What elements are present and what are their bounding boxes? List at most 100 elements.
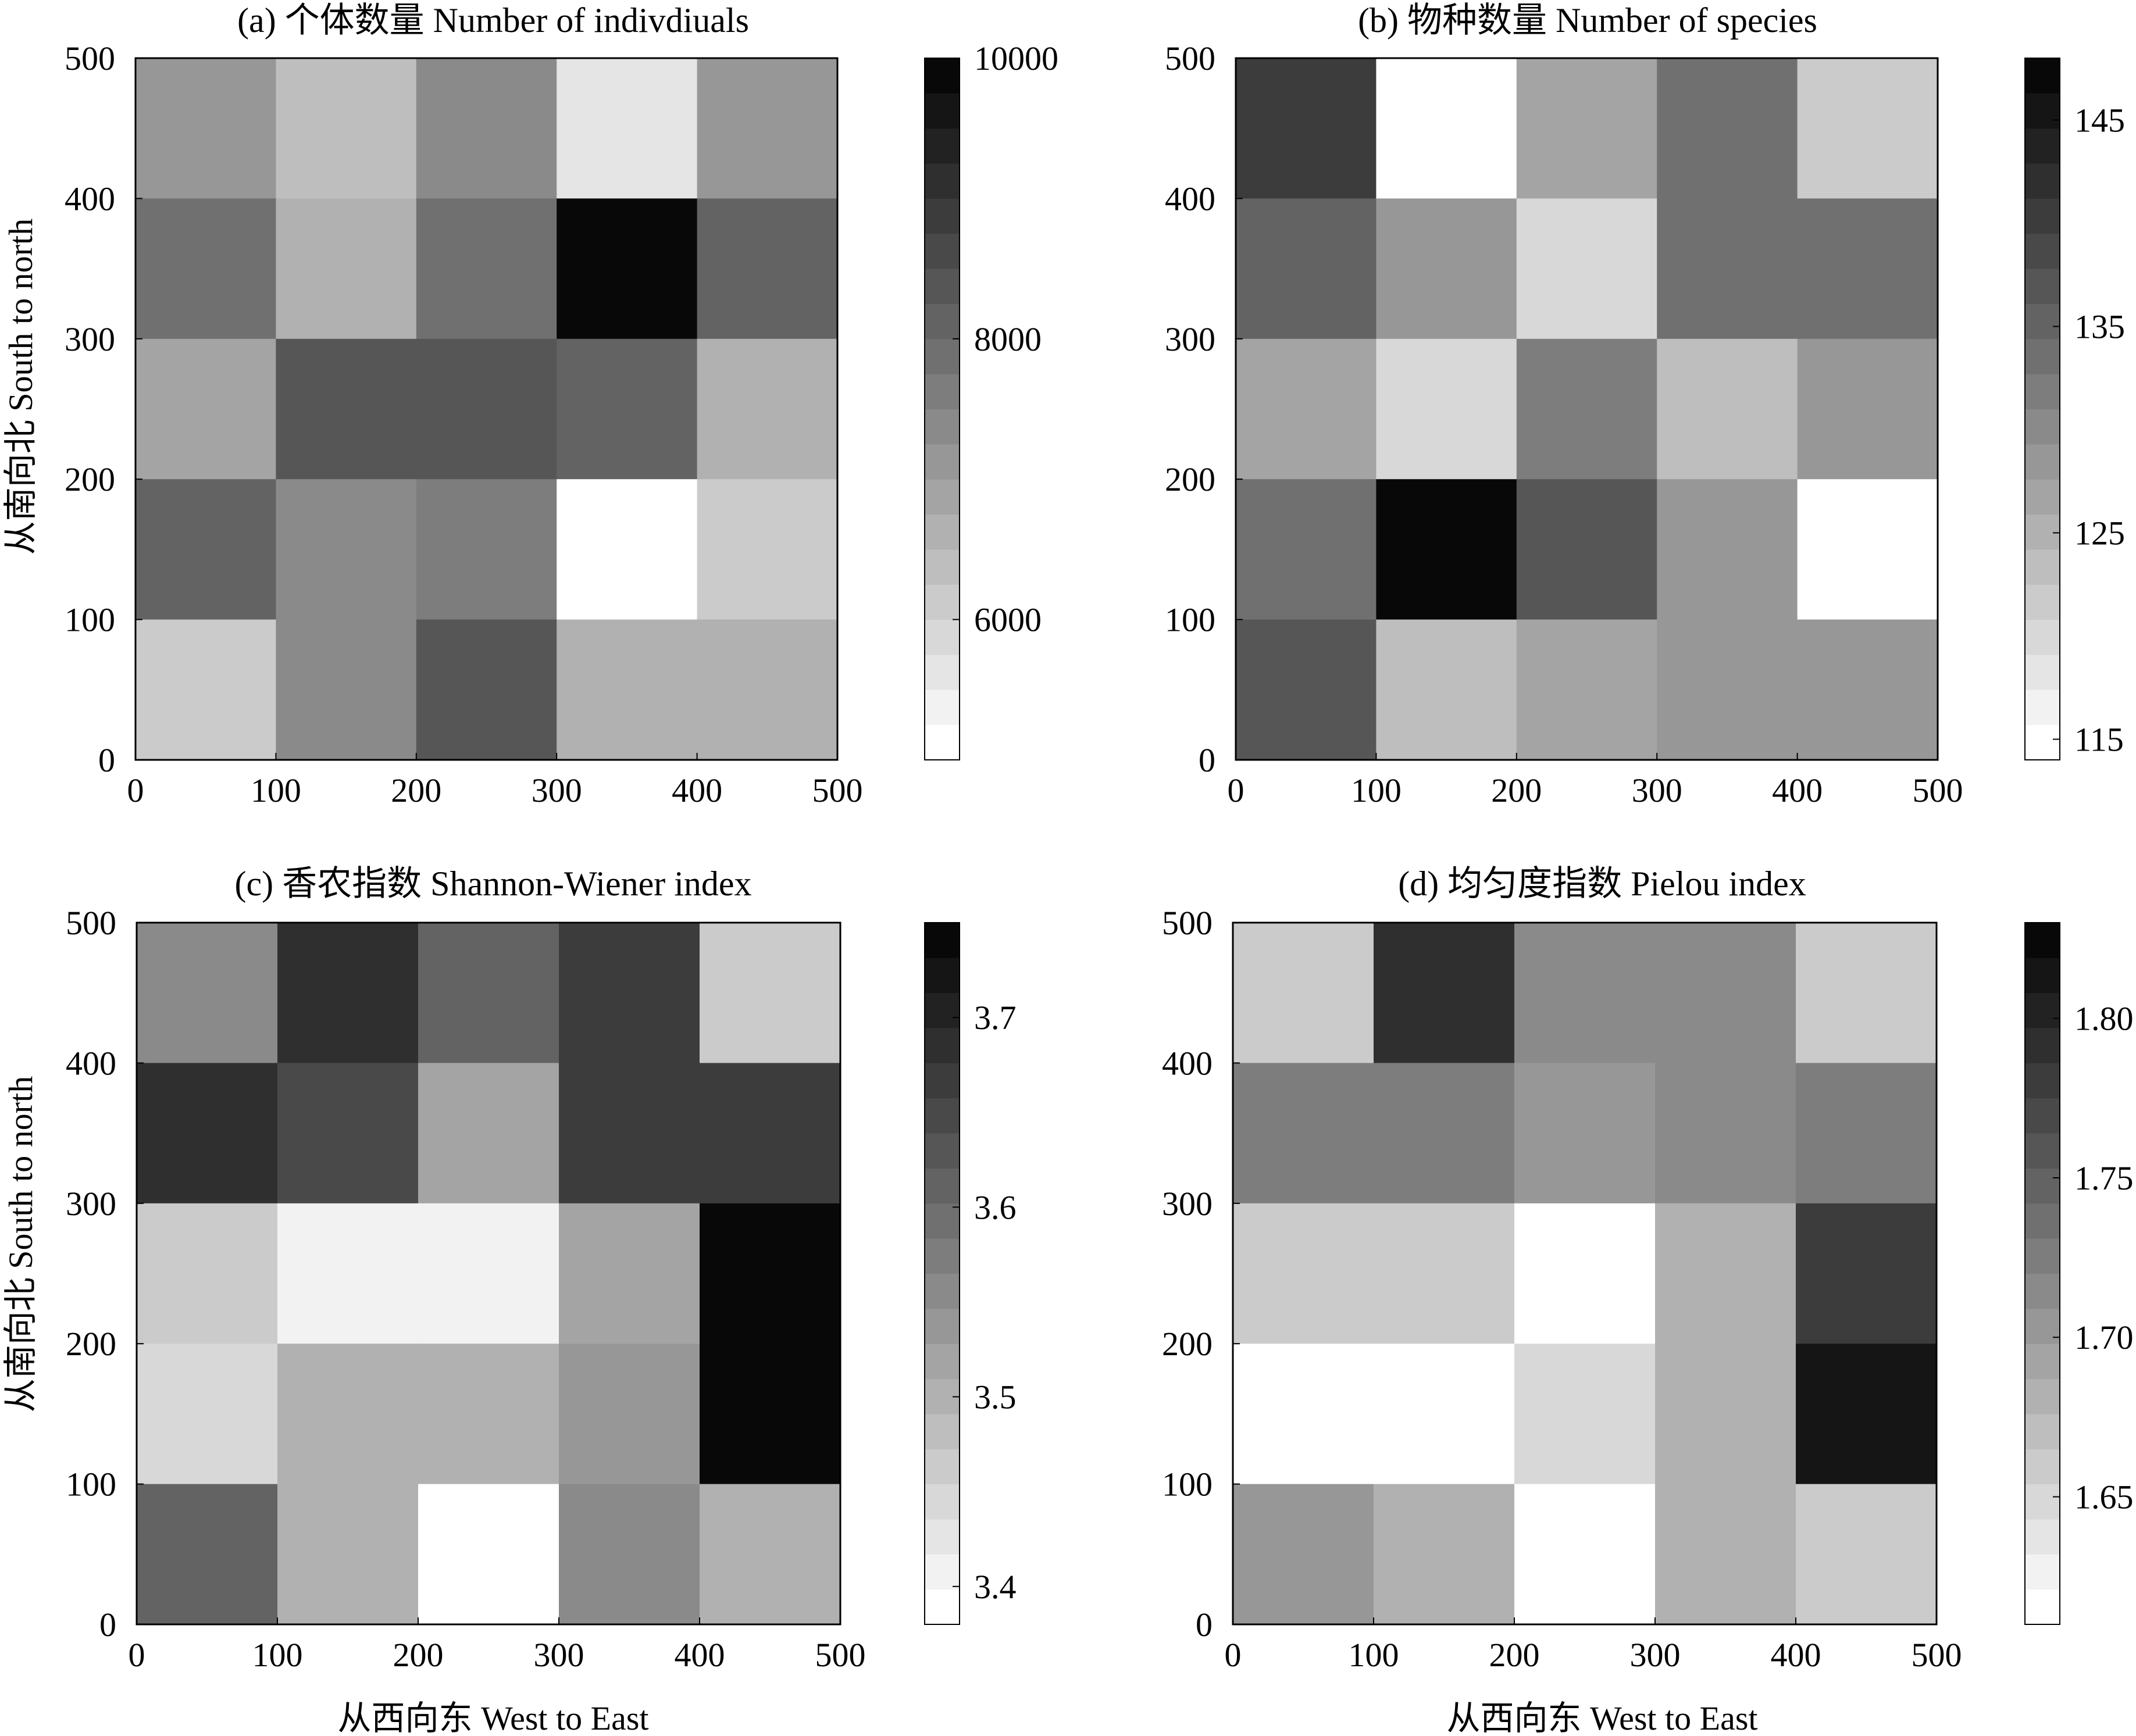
heatmap-cell <box>1374 1484 1515 1625</box>
heatmap-cell <box>559 1484 700 1625</box>
heatmap-cell <box>276 338 417 480</box>
y-tick-label: 400 <box>65 180 115 217</box>
heatmap-cell <box>1655 1203 1796 1344</box>
heatmap-cell <box>1236 58 1377 199</box>
heatmap-cell <box>697 58 838 199</box>
heatmap-cell <box>1516 619 1657 760</box>
x-tick-label: 0 <box>129 1636 145 1674</box>
heatmap-cell <box>1655 1063 1796 1204</box>
x-tick-label: 400 <box>1771 1636 1821 1674</box>
y-tick-label: 100 <box>1162 1466 1213 1503</box>
heatmap-cell <box>416 619 557 760</box>
x-tick-label: 300 <box>534 1636 584 1674</box>
colorbar-segment <box>925 409 960 445</box>
colorbar-segment <box>925 1308 960 1344</box>
heatmap-cell <box>557 338 698 480</box>
heatmap-cell <box>277 1484 419 1625</box>
heatmap-cell <box>416 198 557 340</box>
colorbar-tick-label: 3.6 <box>974 1188 1017 1226</box>
x-tick-label: 400 <box>675 1636 725 1674</box>
y-tick-label: 400 <box>1165 180 1215 217</box>
heatmap-cell <box>137 1203 278 1344</box>
heatmap-cell <box>1374 923 1515 1063</box>
colorbar-segment <box>925 1133 960 1169</box>
heatmap-cell <box>1516 338 1657 480</box>
heatmap-cell <box>1374 1203 1515 1344</box>
colorbar-segment <box>925 1203 960 1239</box>
heatmap-cell <box>697 338 838 480</box>
heatmap-cell <box>416 479 557 620</box>
x-tick-label: 300 <box>1630 1636 1681 1674</box>
y-tick-label: 200 <box>66 1325 116 1363</box>
colorbar-segment <box>925 1168 960 1204</box>
colorbar-segment <box>2025 1273 2060 1309</box>
y-tick-label: 100 <box>66 1466 116 1503</box>
heatmap-cell <box>1796 1344 1937 1485</box>
colorbar-segment <box>925 374 960 409</box>
y-axis-label-top: 从南向北 South to north <box>2 219 40 555</box>
y-tick-label: 200 <box>65 460 115 498</box>
colorbar-segment <box>2025 338 2060 374</box>
heatmap-cell <box>1797 198 1938 340</box>
heatmap-cell <box>418 1484 559 1625</box>
colorbar-tick-label: 3.4 <box>974 1568 1017 1606</box>
x-tick-label: 500 <box>1913 771 1963 809</box>
heatmap-cell <box>559 1203 700 1344</box>
heatmap-cell <box>557 198 698 340</box>
heatmap-cell <box>276 58 417 199</box>
colorbar-segment <box>2025 1589 2060 1625</box>
heatmap-cell <box>1516 198 1657 340</box>
panel-title: (a) 个体数量 Number of indivdiuals <box>237 1 749 40</box>
colorbar-segment <box>2025 233 2060 269</box>
heatmap-cell <box>418 923 559 1063</box>
colorbar-segment <box>2025 444 2060 480</box>
colorbar-segment <box>2025 1378 2060 1414</box>
colorbar-segment <box>2025 724 2060 760</box>
x-tick-label: 0 <box>1225 1636 1242 1674</box>
heatmap-cell <box>1655 1484 1796 1625</box>
colorbar-segment <box>925 163 960 199</box>
heatmap-cell <box>277 1063 419 1204</box>
colorbar-segment <box>2025 409 2060 445</box>
colorbar-segment <box>925 690 960 726</box>
heatmap-cell <box>1796 1203 1937 1344</box>
y-tick-label: 100 <box>65 601 115 639</box>
colorbar-segment <box>925 654 960 690</box>
heatmap-cell <box>277 1203 419 1344</box>
heatmap-cell <box>276 198 417 340</box>
heatmap-cell <box>1797 58 1938 199</box>
heatmap-cell <box>700 1344 841 1485</box>
colorbar-segment <box>925 444 960 480</box>
heatmap-cell <box>135 198 276 340</box>
colorbar-segment <box>925 1098 960 1134</box>
heatmap-cell <box>1233 923 1374 1063</box>
colorbar-frame <box>924 922 960 1625</box>
panel-b-number-of-species: (b) 物种数量 Number of species 0 100 200 300 400 5… <box>1165 1 2125 809</box>
heatmap-cell <box>137 1063 278 1204</box>
colorbar-segment <box>925 584 960 620</box>
colorbar-segment <box>925 233 960 269</box>
colorbar-segment <box>2025 128 2060 164</box>
heatmap-cell <box>418 1203 559 1344</box>
heatmap-cell <box>1655 1344 1796 1485</box>
heatmap-cell <box>137 1484 278 1625</box>
colorbar-segment <box>2025 958 2060 994</box>
heatmap-cell <box>416 338 557 480</box>
heatmap-cell <box>135 338 276 480</box>
colorbar-segment <box>925 1449 960 1485</box>
y-tick-label: 0 <box>1199 741 1215 779</box>
heatmap-cell <box>1514 1063 1656 1204</box>
heatmap-cell <box>1516 58 1657 199</box>
colorbar-segment <box>2025 58 2060 94</box>
colorbar-segment <box>2025 992 2060 1028</box>
heatmap-cell <box>1376 58 1517 199</box>
colorbar-tick-label: 115 <box>2074 721 2124 759</box>
plot-frame <box>1232 921 1938 1626</box>
heatmap-cell <box>135 619 276 760</box>
colorbar-segment <box>925 1063 960 1099</box>
heatmap-cell <box>1657 58 1798 199</box>
heatmap-cell <box>1233 1203 1374 1344</box>
x-tick-label: 200 <box>1491 771 1542 809</box>
heatmap-cell <box>1797 479 1938 620</box>
colorbar-segment <box>925 58 960 94</box>
